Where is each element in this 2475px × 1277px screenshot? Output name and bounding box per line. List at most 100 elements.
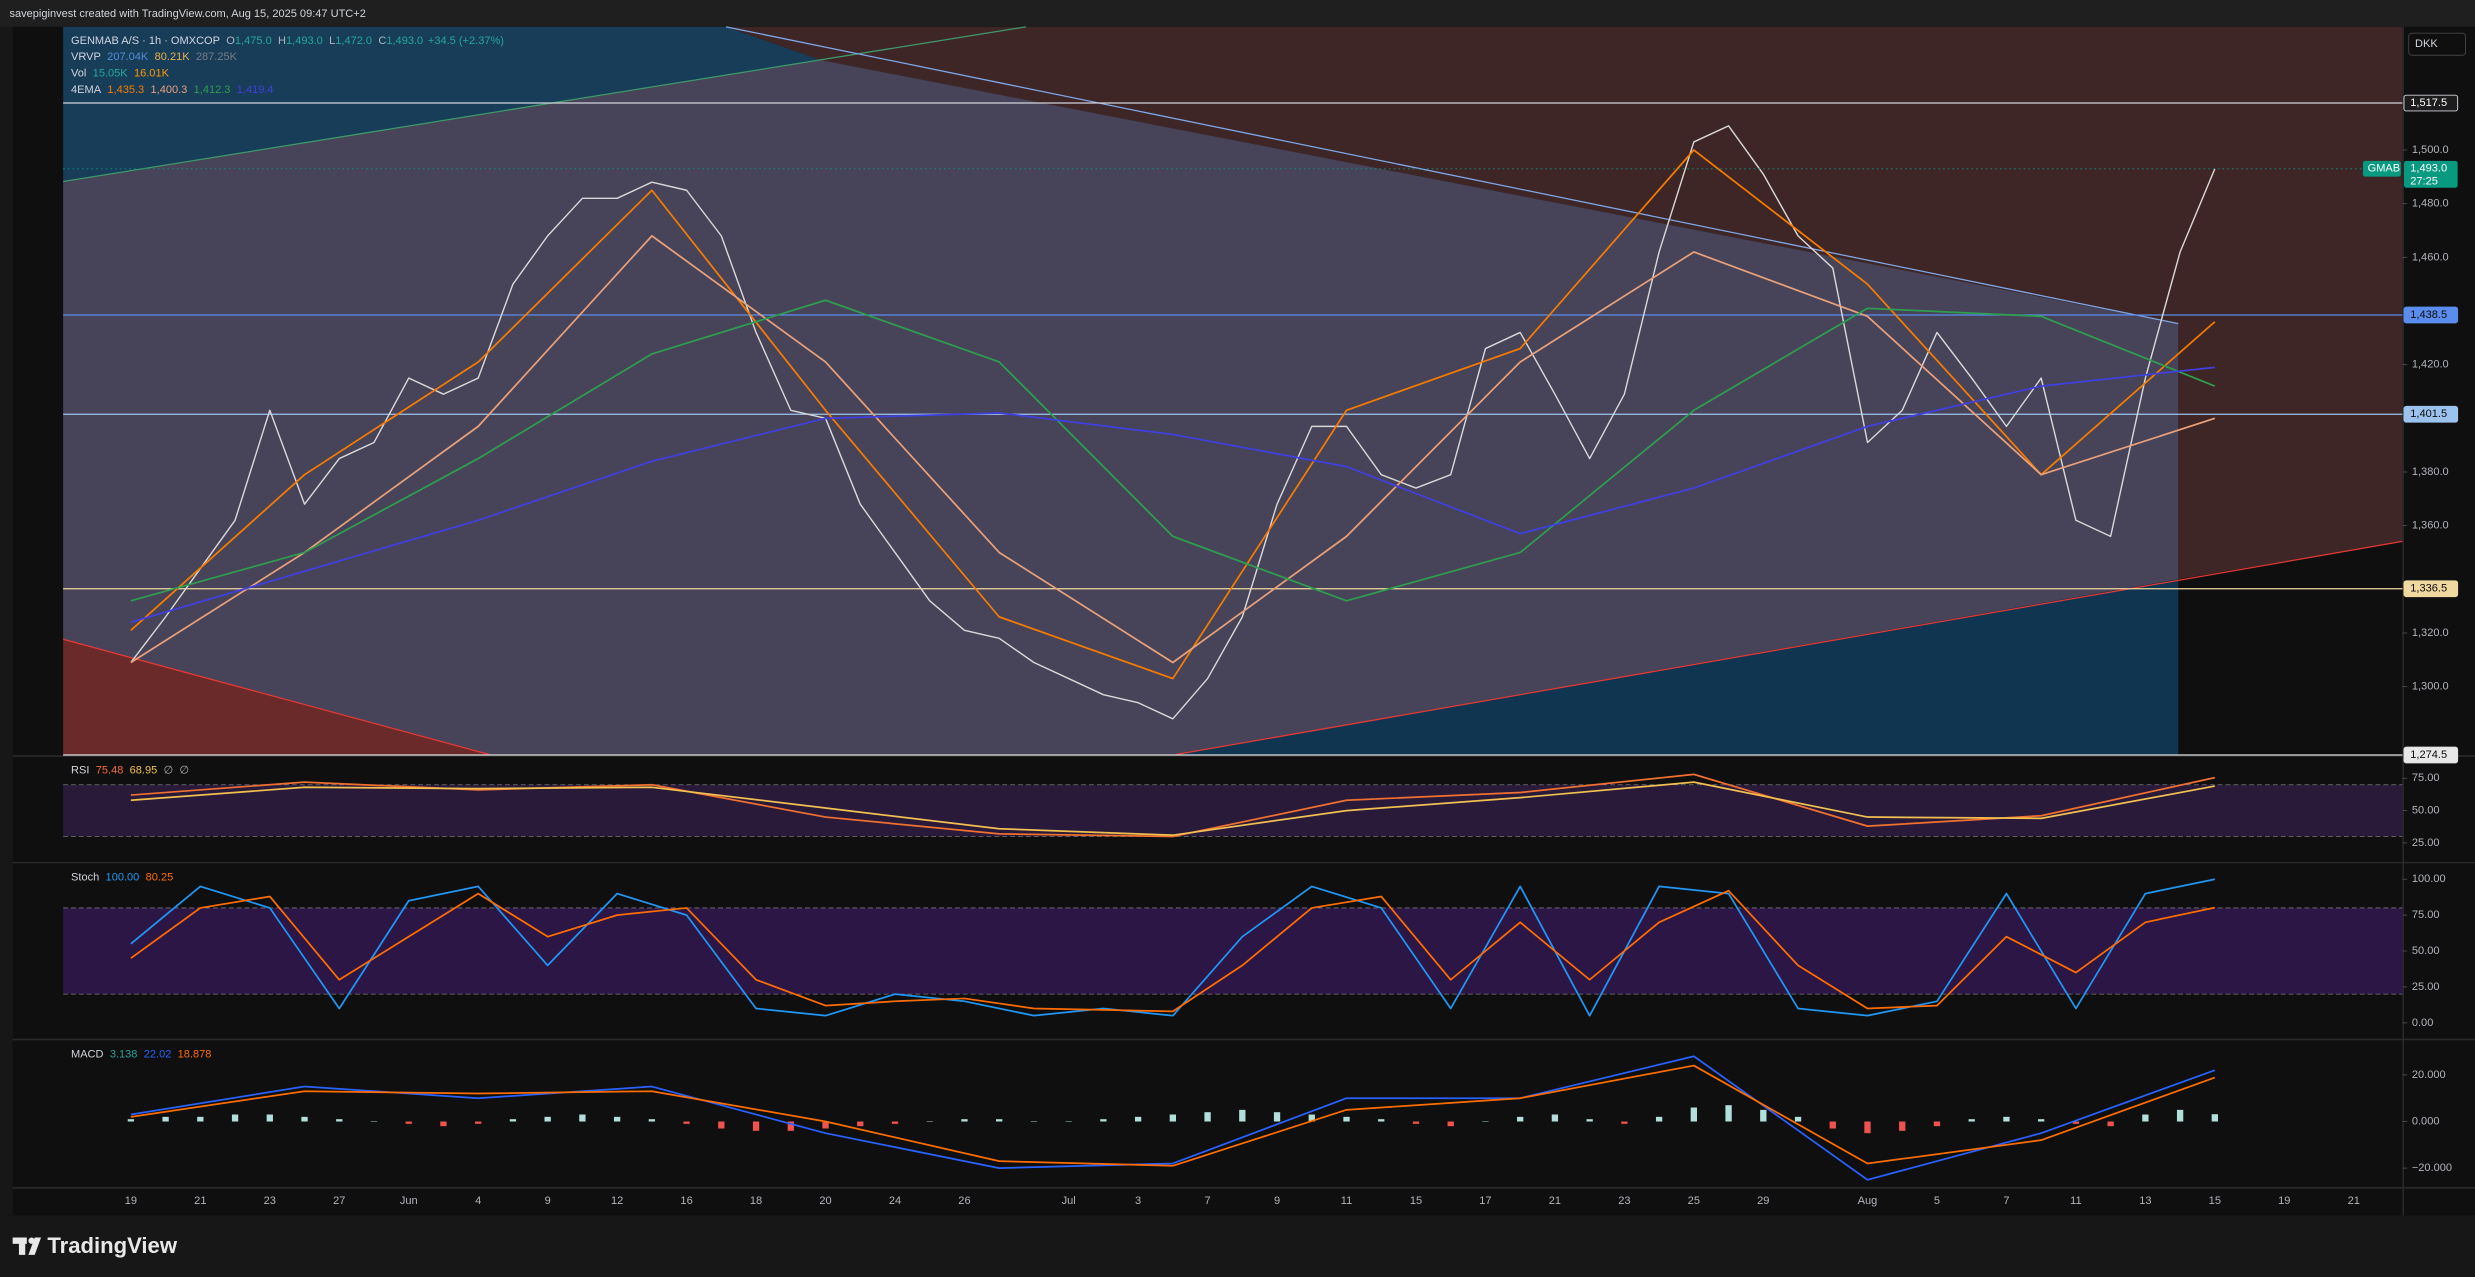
x-tick-label: 11 — [1341, 1195, 1352, 1207]
x-tick-label: 20 — [819, 1195, 831, 1207]
histogram-bar — [1586, 1119, 1593, 1122]
y-tick-label: 1,360.0 — [2412, 520, 2449, 532]
brand: TradingView — [47, 1233, 177, 1258]
y-tick-label: 0.000 — [2412, 1115, 2440, 1127]
y-tick-label: −20.000 — [2412, 1162, 2452, 1174]
histogram-bar — [1933, 1121, 1941, 1127]
last-price-tag — [2403, 160, 2458, 188]
x-tick-label: 17 — [1479, 1195, 1491, 1207]
x-tick-label: 25 — [1688, 1195, 1700, 1207]
series-line — [130, 773, 2216, 838]
histogram-bar — [822, 1121, 829, 1129]
x-tick-label: Jun — [400, 1195, 418, 1207]
logo-part — [18, 1237, 26, 1255]
indicator-name: VRVP — [71, 51, 101, 63]
indicator-name: 4EMA — [71, 84, 102, 96]
histogram-bar — [1725, 1105, 1732, 1122]
price-tag — [2403, 94, 2459, 112]
histogram-bar — [579, 1114, 586, 1122]
histogram-bar — [1517, 1116, 1524, 1122]
caption: savepiginvest created with TradingView.c… — [9, 8, 365, 20]
pane-legend: MACD 3.138 22.02 18.878 — [71, 1048, 211, 1060]
histogram-bar — [1899, 1121, 1906, 1131]
histogram-bar — [1864, 1121, 1871, 1134]
histogram-bar — [648, 1119, 656, 1122]
histogram-bar — [2072, 1121, 2080, 1124]
pane-legend-value: 75.48 — [96, 764, 124, 776]
price-tag — [2403, 405, 2459, 423]
price-tag — [2403, 580, 2459, 598]
footer — [0, 1215, 2475, 1277]
legend-change: +34.5 (+2.37%) — [428, 35, 504, 47]
x-tick-label: 29 — [1757, 1195, 1769, 1207]
indicator-name: Vol — [71, 67, 86, 79]
ohlc-label: L — [329, 35, 335, 47]
trend-line — [1175, 540, 2403, 756]
series-line — [130, 149, 2216, 680]
histogram-bar — [1621, 1121, 1628, 1124]
pane-legend-value: ∅ — [164, 764, 174, 776]
x-tick-label: 13 — [2139, 1195, 2151, 1207]
histogram-bar — [1968, 1119, 1975, 1122]
triangle-zone — [63, 60, 2179, 755]
histogram-bar — [1829, 1121, 1836, 1129]
x-tick-label: 24 — [889, 1195, 901, 1207]
histogram-bar — [891, 1121, 899, 1124]
price-tag-label: 1,517.5 — [2410, 97, 2447, 109]
ohlc-label: O — [226, 35, 235, 47]
price-tag — [2403, 746, 2459, 764]
histogram-bar — [162, 1116, 169, 1122]
histogram-bar — [1690, 1107, 1697, 1122]
triangle-zone — [726, 26, 2403, 580]
indicator-value: 1,419.4 — [237, 84, 274, 96]
pane-title: Stoch — [71, 872, 99, 884]
pane-title: MACD — [71, 1048, 104, 1060]
y-tick-label: 20.000 — [2412, 1069, 2446, 1081]
series-line — [130, 1064, 2216, 1167]
pane-legend: RSI 75.48 68.95 ∅ ∅ — [71, 764, 189, 776]
histogram-bar — [2142, 1114, 2149, 1122]
x-tick-label: 21 — [194, 1195, 206, 1207]
histogram-bar — [1447, 1121, 1454, 1127]
histogram-bar — [1551, 1114, 1559, 1122]
histogram-bar — [1343, 1116, 1350, 1122]
pane-legend-value: 68.95 — [130, 764, 158, 776]
x-tick-label: 21 — [2348, 1195, 2360, 1207]
y-tick-label: 1,320.0 — [2412, 627, 2449, 639]
ohlc-value: 1,475.0 — [235, 35, 272, 47]
currency-button[interactable] — [2408, 32, 2467, 56]
pane-legend-value: 3.138 — [110, 1048, 138, 1060]
ohlc-label: H — [278, 35, 286, 47]
series-line — [130, 878, 2216, 1017]
x-tick-label: 9 — [545, 1195, 551, 1207]
histogram-bar — [1100, 1119, 1107, 1122]
pane-legend-value: 18.878 — [178, 1048, 212, 1060]
pane-title: RSI — [71, 764, 89, 776]
histogram-bar — [231, 1114, 239, 1122]
histogram-bar — [440, 1121, 447, 1127]
y-tick-label: 1,480.0 — [2412, 198, 2449, 210]
x-tick-label: 19 — [2278, 1195, 2290, 1207]
x-tick-label: 12 — [611, 1195, 623, 1207]
histogram-bar — [718, 1121, 725, 1129]
symbol-tag — [2362, 160, 2401, 177]
x-tick-label: Aug — [1858, 1195, 1878, 1207]
x-tick-label: 3 — [1135, 1195, 1141, 1207]
y-tick-label: 1,420.0 — [2412, 359, 2449, 371]
x-tick-label: 15 — [2209, 1195, 2221, 1207]
x-tick-label: 16 — [680, 1195, 692, 1207]
histogram-bar — [857, 1121, 864, 1127]
histogram-bar — [1273, 1112, 1281, 1122]
legend-line: 4EMA 1,435.3 1,400.3 1,412.3 1,419.4 — [71, 84, 274, 96]
histogram-bar — [2107, 1121, 2114, 1127]
x-tick-label: 23 — [264, 1195, 276, 1207]
symbol-label: GMAB — [2368, 163, 2401, 175]
histogram-bar — [1760, 1109, 1767, 1122]
legend-line: GENMAB A/S · 1h · OMXCOP O1,475.0 H1,493.0… — [71, 35, 504, 47]
y-tick-label: 100.00 — [2412, 873, 2446, 885]
x-tick-label: 26 — [958, 1195, 970, 1207]
x-tick-label: 4 — [475, 1195, 481, 1207]
histogram-bar — [1378, 1119, 1385, 1122]
logo-part — [28, 1237, 42, 1255]
